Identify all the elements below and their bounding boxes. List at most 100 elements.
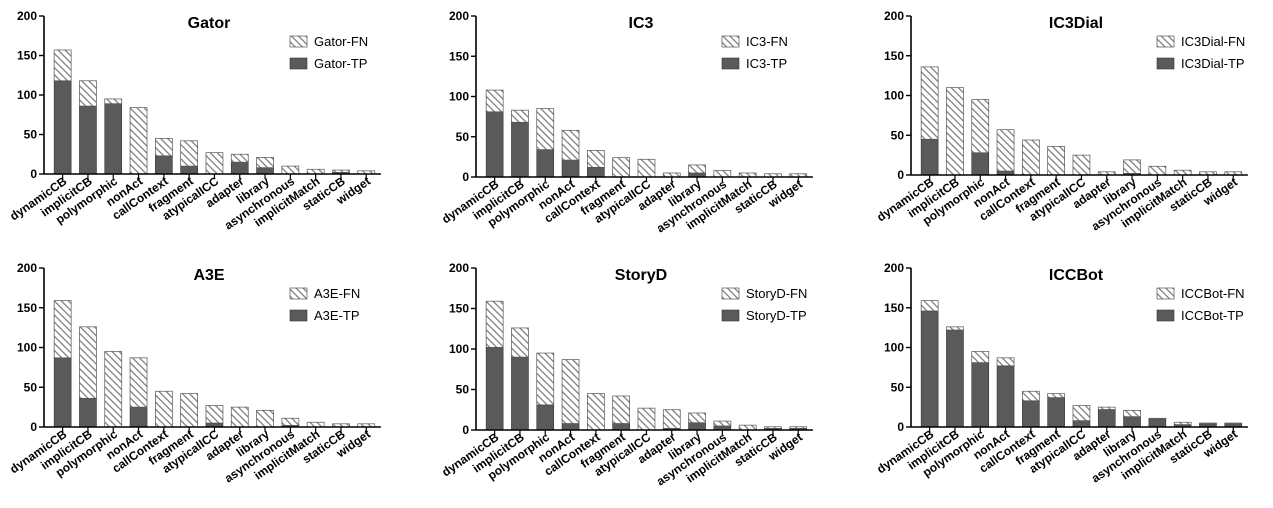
bar-fn-widget — [1225, 423, 1242, 424]
bar-fn-atypicalICC — [1073, 155, 1090, 175]
bar-fn-library — [689, 413, 706, 423]
bar-fn-asynchronous — [714, 421, 731, 426]
bar-fn-staticCB — [332, 170, 349, 172]
y-tick-label: 100 — [884, 341, 904, 355]
y-tick-label: 0 — [897, 168, 904, 182]
bar-tp-dynamicCB — [54, 81, 71, 174]
legend-swatch-tp — [722, 310, 739, 321]
bar-tp-implicitCB — [511, 122, 528, 177]
y-tick-label: 200 — [449, 261, 469, 275]
bar-fn-nonAct — [130, 358, 147, 407]
bar-fn-nonAct — [130, 108, 147, 174]
bar-fn-dynamicCB — [486, 90, 503, 112]
bar-fn-implicitCB — [511, 110, 528, 122]
bar-fn-fragment — [181, 394, 198, 427]
bar-fn-fragment — [613, 396, 630, 424]
bar-fn-callContext — [587, 394, 604, 430]
y-tick-label: 100 — [17, 341, 37, 355]
bar-fn-callContext — [1022, 140, 1039, 175]
bar-tp-nonAct — [130, 407, 147, 427]
legend-label-fn: Gator-FN — [314, 34, 368, 49]
bar-tp-callContext — [155, 156, 172, 174]
legend-swatch-tp — [290, 310, 307, 321]
bar-fn-implicitMatch — [1174, 422, 1191, 424]
bar-fn-staticCB — [764, 427, 781, 429]
bar-fn-fragment — [181, 141, 198, 166]
bar-fn-dynamicCB — [921, 301, 938, 311]
bar-tp-implicitCB — [79, 398, 96, 427]
bar-fn-polymorphic — [537, 353, 554, 405]
y-tick-label: 150 — [884, 49, 904, 63]
bar-fn-library — [257, 157, 274, 167]
legend: IC3-FN IC3-TP — [722, 34, 788, 71]
bar-fn-callContext — [587, 150, 604, 167]
legend-label-tp: ICCBot-TP — [1181, 308, 1244, 323]
bar-fn-asynchronous — [282, 418, 299, 425]
bar-tp-implicitCB — [79, 106, 96, 174]
bar-fn-asynchronous — [1149, 166, 1166, 175]
bar-fn-library — [689, 165, 706, 173]
bar-fn-implicitCB — [511, 328, 528, 357]
legend-label-fn: ICCBot-FN — [1181, 286, 1245, 301]
bar-tp-fragment — [1048, 398, 1065, 427]
legend: A3E-FN A3E-TP — [290, 286, 360, 323]
y-tick-label: 50 — [891, 380, 905, 394]
bar-fn-callContext — [155, 391, 172, 427]
bar-tp-asynchronous — [1149, 419, 1166, 427]
chart-title: IC3 — [629, 15, 654, 32]
y-tick-label: 150 — [17, 301, 37, 315]
bar-fn-fragment — [1048, 146, 1065, 175]
y-tick-label: 200 — [17, 261, 37, 275]
legend: ICCBot-FN ICCBot-TP — [1157, 286, 1245, 323]
legend-swatch-tp — [1157, 58, 1174, 69]
chart-title: IC3Dial — [1049, 15, 1103, 32]
bar-fn-asynchronous — [282, 166, 299, 174]
bar-fn-dynamicCB — [486, 301, 503, 347]
bar-tp-polymorphic — [105, 104, 122, 174]
bar-tp-dynamicCB — [921, 139, 938, 175]
y-tick-label: 100 — [884, 89, 904, 103]
bar-tp-nonAct — [997, 366, 1014, 427]
legend-label-tp: Gator-TP — [314, 56, 367, 71]
bar-tp-library — [1124, 417, 1141, 427]
y-tick-label: 0 — [462, 170, 469, 184]
y-tick-label: 150 — [17, 49, 37, 63]
bar-fn-implicitCB — [79, 327, 96, 399]
legend: IC3Dial-FN IC3Dial-TP — [1157, 34, 1245, 71]
chart-title: Gator — [188, 15, 231, 32]
bar-tp-adapter — [231, 162, 248, 174]
legend-label-tp: StoryD-TP — [746, 308, 807, 323]
bar-tp-library — [257, 168, 274, 174]
chart-title: StoryD — [615, 267, 667, 284]
y-tick-label: 100 — [17, 88, 37, 102]
y-tick-label: 0 — [30, 420, 37, 434]
legend-swatch-fn — [290, 36, 307, 47]
bar-fn-implicitCB — [946, 88, 963, 175]
y-tick-label: 50 — [24, 380, 38, 394]
legend-label-tp: IC3-TP — [746, 56, 787, 71]
y-tick-label: 150 — [449, 302, 469, 316]
y-tick-label: 200 — [449, 9, 469, 23]
chart-panel-ic3dial: 050100150200dynamicCBimplicitCBpolymorph… — [874, 9, 1248, 234]
chart-title: A3E — [193, 267, 224, 284]
bar-fn-nonAct — [562, 130, 579, 160]
y-tick-label: 50 — [24, 128, 38, 142]
bar-fn-staticCB — [1199, 423, 1216, 424]
y-tick-label: 100 — [449, 90, 469, 104]
bar-fn-atypicalICC — [1073, 406, 1090, 421]
bar-fn-polymorphic — [972, 99, 989, 152]
legend-swatch-fn — [290, 288, 307, 299]
bar-tp-library — [689, 423, 706, 430]
bar-tp-fragment — [613, 424, 630, 430]
bar-fn-fragment — [1048, 394, 1065, 398]
bar-fn-polymorphic — [105, 351, 122, 427]
y-tick-label: 200 — [17, 9, 37, 23]
legend-label-tp: IC3Dial-TP — [1181, 56, 1245, 71]
legend-swatch-fn — [722, 288, 739, 299]
y-tick-label: 0 — [30, 167, 37, 181]
chart-panel-storyd: 050100150200dynamicCBimplicitCBpolymorph… — [439, 261, 813, 489]
bar-fn-asynchronous — [1149, 418, 1166, 419]
bar-fn-atypicalICC — [206, 406, 223, 423]
chart-panel-gator: 050100150200dynamicCBimplicitCBpolymorph… — [7, 9, 381, 233]
